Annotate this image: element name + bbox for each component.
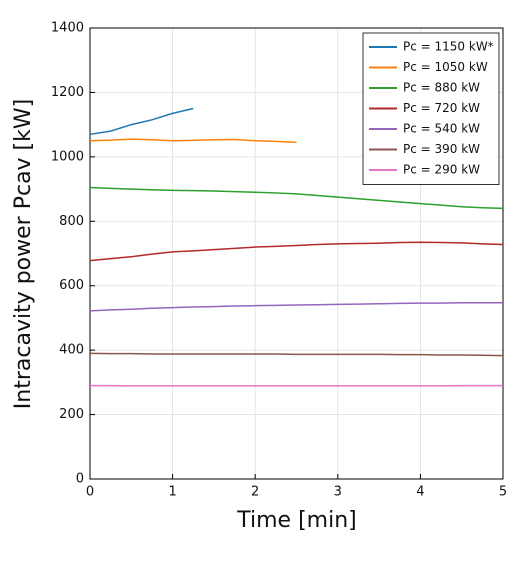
y-tick-label: 1200 <box>51 85 84 100</box>
y-tick-label: 200 <box>59 407 84 422</box>
data-line <box>89 138 297 144</box>
legend-label: Pc = 1150 kW* <box>403 40 494 54</box>
legend-label: Pc = 880 kW <box>403 81 480 95</box>
legend-label: Pc = 720 kW <box>403 101 480 115</box>
data-line <box>89 107 194 136</box>
data-line <box>89 352 504 357</box>
y-tick-label: 0 <box>76 472 84 487</box>
y-axis-label: Intracavity power Pcav [kW] <box>11 99 36 409</box>
legend-label: Pc = 390 kW <box>403 142 480 156</box>
legend-label: Pc = 290 kW <box>403 163 480 177</box>
data-line <box>89 186 504 210</box>
x-tick-label: 4 <box>416 485 424 500</box>
x-tick-label: 2 <box>251 485 259 500</box>
data-line <box>89 302 503 312</box>
y-tick-label: 1400 <box>51 21 84 36</box>
x-tick-label: 5 <box>499 485 507 500</box>
data-line <box>89 241 504 262</box>
x-tick-label: 1 <box>168 485 176 500</box>
y-tick-label: 1000 <box>51 149 84 164</box>
y-tick-label: 600 <box>59 278 84 293</box>
plot-frame <box>89 27 504 480</box>
x-tick-label: 0 <box>86 485 94 500</box>
y-tick-label: 400 <box>59 343 84 358</box>
legend-label: Pc = 540 kW <box>403 122 480 136</box>
x-axis-label: Time [min] <box>236 508 357 533</box>
y-tick-label: 800 <box>59 214 84 229</box>
x-tick-label: 3 <box>334 485 342 500</box>
legend-label: Pc = 1050 kW <box>403 60 488 74</box>
